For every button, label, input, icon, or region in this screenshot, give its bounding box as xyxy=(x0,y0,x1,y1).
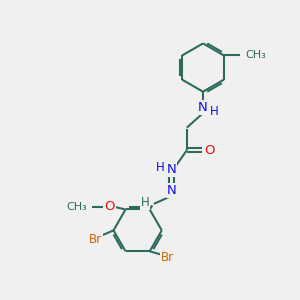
Text: O: O xyxy=(204,144,215,157)
Text: H: H xyxy=(156,160,165,174)
Text: Br: Br xyxy=(89,233,102,246)
Text: H: H xyxy=(210,105,219,118)
Text: Br: Br xyxy=(161,251,174,264)
Text: N: N xyxy=(167,184,176,197)
Text: H: H xyxy=(141,196,149,209)
Text: CH₃: CH₃ xyxy=(245,50,266,61)
Text: O: O xyxy=(104,200,115,213)
Text: N: N xyxy=(167,163,176,176)
Text: CH₃: CH₃ xyxy=(67,202,87,212)
Text: N: N xyxy=(198,101,208,114)
